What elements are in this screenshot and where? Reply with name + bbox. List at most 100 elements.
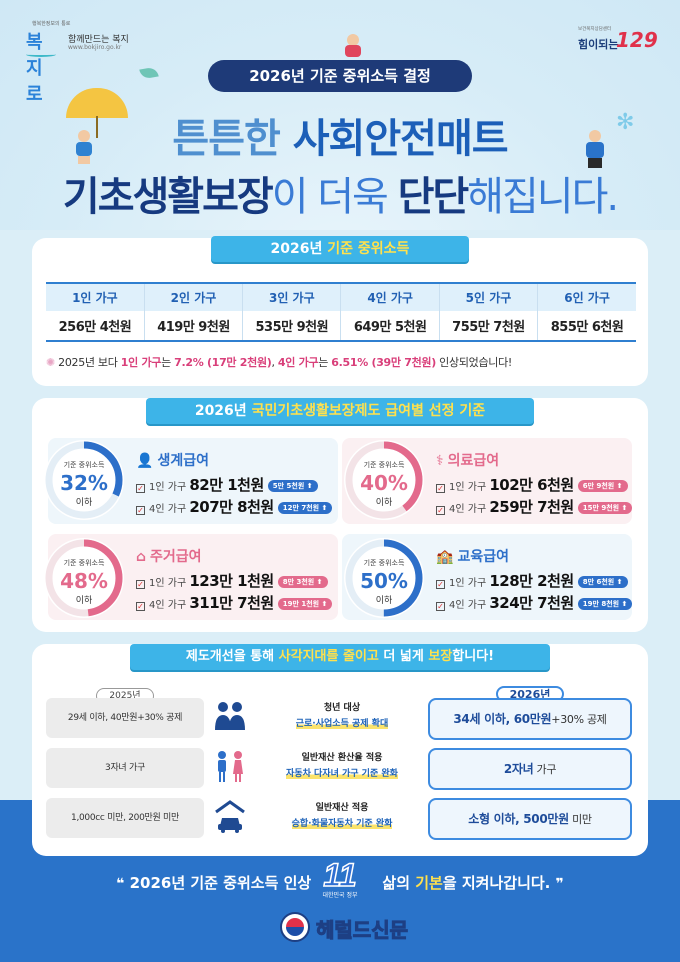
reform-mid-1: 청년 대상 근로·사업소득 공제 확대 bbox=[212, 694, 422, 744]
income-value-1: 256만 4천원 bbox=[46, 311, 145, 342]
stamp-icon: 11 bbox=[323, 856, 358, 894]
stamp-subtitle: 대한민국 정부 bbox=[322, 892, 358, 899]
income-value-3: 535만 9천원 bbox=[242, 311, 342, 342]
benefit-livelihood-line-1: ✓ 1인 가구 82만 1천원 5만 5천원 ⬆ bbox=[136, 474, 318, 495]
logo-wave-icon bbox=[26, 52, 56, 57]
checkbox-icon: ✓ bbox=[436, 484, 445, 493]
ring-label: 기준 중위소득 bbox=[63, 461, 105, 469]
logo-url: www.bokjiro.go.kr bbox=[68, 44, 122, 51]
ring-gauge bbox=[45, 441, 123, 519]
child-illustration-right bbox=[582, 130, 608, 170]
income-header-4: 4인 가구 bbox=[340, 282, 440, 311]
headline-2d: 해집니다. bbox=[467, 174, 619, 220]
reform-old-1: 29세 이하, 40만원+30% 공제 bbox=[46, 698, 204, 738]
benefit-medical-line-2: ✓ 4인 가구 259만 7천원 15만 9천원 ⬆ bbox=[436, 496, 633, 517]
svg-text:11: 11 bbox=[323, 857, 356, 893]
ring-suffix: 이하 bbox=[375, 596, 393, 606]
benefit-housing-title: ⌂ 주거급여 bbox=[136, 549, 202, 565]
headline-2a: 기초생활보장 bbox=[62, 174, 274, 220]
income-header-2: 2인 가구 bbox=[144, 282, 244, 311]
snowflake-icon: ✻ bbox=[616, 110, 635, 135]
checkbox-icon: ✓ bbox=[436, 506, 445, 515]
reform-new-2: 2자녀 가구 bbox=[428, 748, 632, 790]
checkbox-icon: ✓ bbox=[136, 484, 145, 493]
ring-percent: 40% bbox=[360, 471, 408, 495]
helpline-tagline: 보건복지상담센터 bbox=[578, 27, 612, 32]
school-icon: 🏫 bbox=[436, 549, 454, 565]
headline-1a: 튼튼한 bbox=[172, 116, 293, 162]
median-income-table: 1인 가구 2인 가구 3인 가구 4인 가구 5인 가구 6인 가구 256만… bbox=[46, 282, 636, 342]
checkbox-icon: ✓ bbox=[136, 580, 145, 589]
benefit-education-line-1: ✓ 1인 가구 128만 2천원 8만 6천원 ⬆ bbox=[436, 570, 628, 591]
reform-old-3: 1,000cc 미만, 200만원 미만 bbox=[46, 798, 204, 838]
reform-mid-2: 일반재산 환산율 적용 자동차 다자녀 가구 기준 완화 bbox=[212, 744, 422, 794]
ring-suffix: 이하 bbox=[75, 498, 93, 508]
benefit-housing-line-1: ✓ 1인 가구 123만 1천원 8만 3천원 ⬆ bbox=[136, 570, 328, 591]
quote-open-icon: ❝ bbox=[116, 876, 125, 892]
quote-close-icon: ❞ bbox=[555, 876, 564, 892]
checkbox-icon: ✓ bbox=[436, 580, 445, 589]
headline-line-2: 기초생활보장이 더욱 단단해집니다. bbox=[0, 164, 680, 222]
helpline-129-logo[interactable]: 보건복지상담센터 힘이되는 129 bbox=[578, 26, 658, 56]
income-value-6: 855만 6천원 bbox=[537, 311, 636, 342]
benefit-housing-line-2: ✓ 4인 가구 311만 7천원 19만 1천원 ⬆ bbox=[136, 592, 333, 613]
helpline-text: 힘이되는 bbox=[578, 38, 619, 51]
ring-label: 기준 중위소득 bbox=[63, 559, 105, 567]
income-increase-note: ✺ 2025년 보다 1인 가구는 7.2% (17만 2천원), 4인 가구는… bbox=[46, 356, 513, 369]
reform-mid-3: 일반재산 적용 승합·화물자동차 기준 완화 bbox=[212, 794, 422, 844]
logo-tagline: 행복한정보의 통로 bbox=[32, 21, 71, 27]
lightbulb-icon: ✺ bbox=[46, 356, 55, 369]
ring-percent: 48% bbox=[60, 569, 108, 593]
headline-1b: 사회안전매트 bbox=[292, 116, 509, 162]
bottom-slogan: ❝ 2026년 기준 중위소득 인상 삶의 기본을 지켜나갑니다. ❞ bbox=[116, 874, 564, 892]
ring-label: 기준 중위소득 bbox=[363, 461, 405, 469]
ring-suffix: 이하 bbox=[75, 596, 93, 606]
herald-newspaper-logo[interactable]: 헤럴드신문 bbox=[280, 906, 420, 952]
herald-name: 헤럴드신문 bbox=[316, 918, 409, 943]
benefit-education-title: 🏫 교육급여 bbox=[436, 549, 509, 565]
reform-new-3: 소형 이하, 500만원 미만 bbox=[428, 798, 632, 840]
income-header-1: 1인 가구 bbox=[46, 282, 145, 311]
family-icon bbox=[218, 751, 243, 782]
benefit-housing-ring: 기준 중위소득 48% 이하 bbox=[44, 538, 124, 618]
logo-brand: 복지로 bbox=[26, 32, 43, 105]
reform-title: 제도개선을 통해 사각지대를 줄이고 더 넓게 보장합니다! bbox=[130, 644, 550, 670]
benefit-livelihood-title: 👤 생계급여 bbox=[136, 453, 209, 469]
reform-new-1: 34세 이하, 60만원+30% 공제 bbox=[428, 698, 632, 740]
ring-percent: 50% bbox=[360, 569, 408, 593]
house-icon: ⌂ bbox=[136, 549, 147, 565]
ring-gauge bbox=[345, 539, 423, 617]
median-income-title: 2026년 기준 중위소득 bbox=[211, 236, 469, 262]
headline-2b: 이 더욱 bbox=[271, 174, 398, 220]
reform-old-2: 3자녀 가구 bbox=[46, 748, 204, 788]
ring-label: 기준 중위소득 bbox=[363, 559, 405, 567]
ring-percent: 32% bbox=[60, 471, 108, 495]
benefit-education-ring: 기준 중위소득 50% 이하 bbox=[344, 538, 424, 618]
car-icon bbox=[215, 800, 245, 833]
benefit-education-line-2: ✓ 4인 가구 324만 7천원 19만 8천원 ⬆ bbox=[436, 592, 633, 613]
helpline-number: 129 bbox=[616, 28, 658, 52]
logo-slogan: 함께만드는 복지 bbox=[68, 35, 129, 45]
headline-line-1: 튼튼한 사회안전매트 bbox=[0, 106, 680, 164]
government-11-stamp: 11 대한민국 정부 bbox=[300, 856, 380, 899]
benefit-medical-line-1: ✓ 1인 가구 102만 6천원 6만 9천원 ⬆ bbox=[436, 474, 628, 495]
taegeuk-emblem-icon bbox=[280, 912, 310, 942]
child-illustration-left bbox=[72, 130, 96, 164]
umbrella-stick bbox=[96, 116, 98, 138]
ring-suffix: 이하 bbox=[375, 498, 393, 508]
stethoscope-icon: ⚕ bbox=[436, 453, 444, 469]
income-value-4: 649만 5천원 bbox=[340, 311, 440, 342]
benefit-medical-ring: 기준 중위소득 40% 이하 bbox=[344, 440, 424, 520]
headline-2c: 단단 bbox=[397, 174, 470, 220]
benefit-medical-title: ⚕ 의료급여 bbox=[436, 453, 500, 469]
benefits-title: 2026년 국민기초생활보장제도 급여별 선정 기준 bbox=[146, 398, 534, 424]
checkbox-icon: ✓ bbox=[436, 602, 445, 611]
title-pill: 2026년 기준 중위소득 결정 bbox=[208, 60, 472, 92]
checkbox-icon: ✓ bbox=[136, 602, 145, 611]
income-value-2: 419만 9천원 bbox=[144, 311, 244, 342]
checkbox-icon: ✓ bbox=[136, 506, 145, 515]
income-value-5: 755만 7천원 bbox=[439, 311, 539, 342]
income-header-6: 6인 가구 bbox=[537, 282, 636, 311]
person-icon: 👤 bbox=[136, 453, 154, 469]
people-icon bbox=[215, 702, 245, 730]
